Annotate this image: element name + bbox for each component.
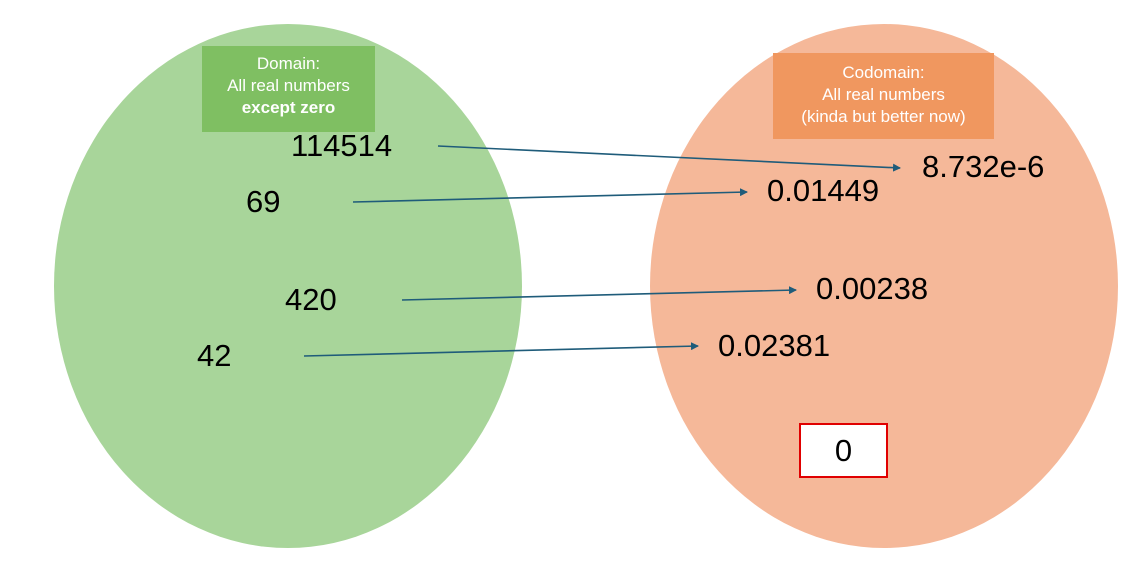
mapping-arrow-114514 xyxy=(437,145,901,172)
mapping-arrow-420 xyxy=(401,286,797,301)
codomain-label-box: Codomain: All real numbers (kinda but be… xyxy=(773,53,994,139)
codomain-title: Codomain: xyxy=(842,63,925,82)
domain-set-ellipse xyxy=(54,24,522,548)
codomain-value-002381: 0.02381 xyxy=(718,328,831,363)
domain-value-69: 69 xyxy=(246,184,281,219)
codomain-note: (kinda but better now) xyxy=(801,107,966,126)
domain-label-box: Domain: All real numbers except zero xyxy=(202,46,375,132)
domain-subtitle: All real numbers xyxy=(227,76,350,95)
codomain-value-000238: 0.00238 xyxy=(816,271,929,306)
mapping-arrow-42 xyxy=(303,342,699,357)
domain-value-114514: 114514 xyxy=(291,128,393,163)
codomain-value-8732e-6: 8.732e-6 xyxy=(922,149,1045,184)
domain-exception: except zero xyxy=(241,98,336,117)
codomain-value-001449: 0.01449 xyxy=(767,173,880,208)
codomain-subtitle: All real numbers xyxy=(822,85,945,104)
domain-title: Domain: xyxy=(256,54,321,73)
domain-value-420: 420 xyxy=(285,282,337,317)
codomain-set-ellipse xyxy=(650,24,1118,548)
domain-value-42: 42 xyxy=(197,338,232,373)
unmapped-zero-box: 0 xyxy=(799,423,888,478)
mapping-arrow-69 xyxy=(352,188,748,203)
